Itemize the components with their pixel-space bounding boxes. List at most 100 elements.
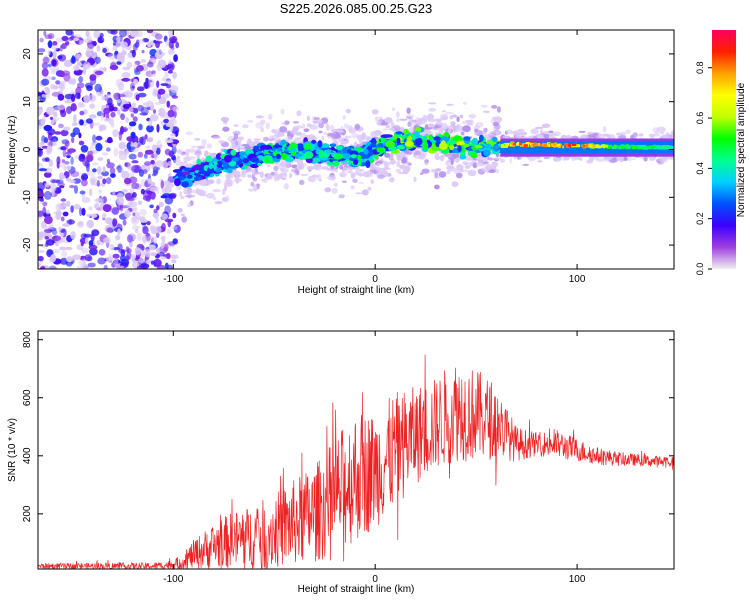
noise-speckle [172, 212, 177, 219]
snr-x-label: Height of straight line (km) [298, 584, 415, 595]
snr-y-tick-label: 600 [22, 389, 33, 406]
track-blob [365, 160, 371, 169]
track-blob [392, 135, 397, 140]
noise-speckle [122, 103, 132, 109]
noise-speckle [138, 123, 143, 131]
track-blob [440, 140, 447, 148]
snr-frame [37, 330, 675, 570]
track-blob [453, 146, 458, 153]
noise-speckle [113, 147, 119, 157]
noise-speckle [83, 233, 92, 238]
noise-speckle [172, 106, 180, 112]
noise-speckle [84, 254, 92, 262]
noise-speckle [118, 132, 123, 141]
noise-speckle [112, 218, 118, 227]
halo-speckle [291, 164, 298, 169]
halo-speckle [344, 135, 352, 139]
tone-band-core [639, 145, 644, 148]
noise-speckle [86, 220, 94, 229]
colorbar-tick-label: 0.6 [695, 112, 705, 125]
noise-speckle [130, 82, 135, 92]
track-blob [183, 167, 193, 172]
halo-speckle [345, 108, 351, 114]
tone-band-core [592, 144, 596, 148]
halo-speckle [292, 126, 299, 132]
halo-speckle [479, 163, 486, 167]
halo-speckle [455, 172, 463, 179]
track-blob [353, 159, 359, 165]
halo-speckle [302, 123, 306, 130]
halo-speckle [355, 192, 363, 195]
noise-speckle [134, 70, 141, 75]
track-blob [370, 142, 377, 148]
noise-speckle [144, 149, 154, 155]
noise-speckle [41, 78, 50, 86]
halo-speckle [378, 116, 383, 120]
noise-speckle [172, 238, 178, 245]
noise-speckle [64, 246, 73, 251]
halo-speckle [361, 189, 369, 196]
noise-speckle [164, 205, 172, 215]
halo-speckle [296, 170, 300, 176]
halo-speckle [384, 117, 393, 124]
halo-speckle [496, 106, 501, 113]
noise-speckle [89, 114, 97, 119]
noise-speckle [128, 200, 133, 205]
track-blob [492, 136, 498, 142]
noise-speckle [68, 78, 77, 85]
halo-speckle [548, 130, 554, 133]
halo-speckle [462, 161, 468, 165]
tone-band-core [653, 145, 658, 149]
halo-speckle [224, 182, 233, 187]
halo-speckle [488, 133, 494, 136]
snr-y-ticks: 200 400 600 800 [22, 331, 674, 522]
noise-speckle [151, 32, 159, 37]
noise-speckle [47, 249, 54, 256]
halo-speckle [434, 171, 439, 178]
track-blob [456, 140, 463, 146]
noise-speckle [92, 168, 97, 173]
noise-speckle [146, 61, 154, 68]
noise-speckle [117, 82, 125, 91]
noise-speckle [63, 144, 69, 151]
noise-speckle [115, 234, 121, 241]
halo-speckle [321, 166, 329, 170]
noise-speckle [128, 121, 137, 127]
noise-speckle [130, 113, 134, 118]
noise-speckle [170, 85, 179, 94]
noise-speckle [170, 254, 179, 260]
halo-speckle [438, 171, 447, 178]
noise-speckle [134, 228, 139, 234]
halo-speckle [206, 192, 215, 199]
halo-speckle [206, 143, 212, 149]
halo-speckle [321, 135, 325, 141]
halo-speckle [363, 171, 372, 176]
halo-speckle [423, 127, 432, 130]
noise-speckle [120, 41, 128, 48]
tone-band-core [658, 145, 662, 149]
noise-speckle [81, 247, 89, 254]
noise-speckle [55, 210, 62, 217]
noise-speckle [151, 70, 156, 75]
noise-speckle [139, 218, 148, 223]
halo-speckle [323, 131, 328, 136]
colorbar-ticks: 0.0 0.2 0.4 0.6 0.8 [695, 61, 712, 275]
track-blob [333, 153, 344, 160]
track-blob [459, 155, 467, 160]
noise-speckle [92, 149, 99, 154]
track-blob [383, 134, 393, 138]
tone-band-core [618, 145, 621, 149]
noise-speckle [168, 30, 174, 38]
track-blob [281, 152, 287, 160]
noise-speckle [101, 96, 106, 101]
noise-speckle [122, 219, 127, 226]
halo-speckle [397, 171, 407, 175]
halo-speckle [482, 110, 491, 114]
halo-speckle [625, 129, 631, 134]
noise-speckle [48, 265, 57, 269]
halo-speckle [275, 133, 281, 138]
tone-band-core [666, 146, 671, 149]
noise-speckle [154, 225, 162, 234]
halo-speckle [259, 171, 264, 179]
halo-speckle [227, 135, 234, 143]
